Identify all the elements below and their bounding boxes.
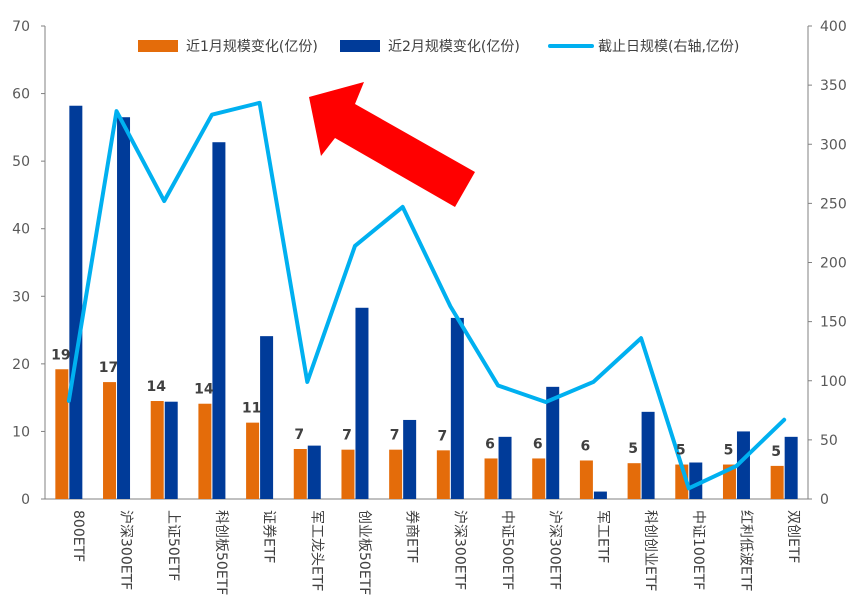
bar-1m	[55, 369, 69, 499]
bar-data-label: 14	[194, 382, 214, 398]
axes: 0 10 20 30 40 50 60 70 0 50 100 150 200 250 300 350 400 8…	[12, 19, 847, 595]
legend-label: 截止日规模(右轴,亿份)	[598, 39, 739, 55]
bar-1m	[579, 460, 593, 499]
x-tick-label: 中证100ETF	[690, 510, 706, 590]
bar-1m	[103, 382, 117, 499]
bar-1m	[341, 449, 355, 499]
bar-1m	[198, 403, 212, 499]
bar-2m	[736, 431, 750, 499]
bar-data-label: 5	[771, 444, 781, 460]
bar-2m	[260, 336, 274, 499]
y-right-tick-label: 0	[820, 492, 829, 508]
y-left-tick-label: 10	[12, 424, 30, 440]
line-scale	[66, 100, 787, 491]
y-right-tick-label: 150	[820, 315, 847, 331]
legend-label: 近1月规模变化(亿份)	[186, 39, 318, 55]
y-left-tick-label: 20	[12, 357, 30, 373]
bar-data-label: 7	[390, 428, 400, 444]
bar-2m	[69, 105, 83, 499]
bar-data-label: 6	[581, 438, 591, 454]
x-tick-label: 上证50ETF	[165, 510, 181, 581]
y-left-tick-label: 40	[12, 222, 30, 238]
y-left-tick-label: 60	[12, 87, 30, 103]
bar-2m	[355, 307, 369, 499]
bar-2m	[117, 117, 131, 499]
data-labels: 19 17 14 14 11 7 7 7 7 6 6 6 5 5 5 5	[51, 347, 781, 460]
x-tick-label: 创业板50ETF	[356, 510, 372, 595]
annotation	[309, 82, 475, 207]
legend: 近1月规模变化(亿份) 近2月规模变化(亿份) 截止日规模(右轴,亿份)	[138, 39, 739, 55]
bar-data-label: 5	[724, 443, 734, 459]
legend-swatch	[340, 40, 380, 52]
legend-swatch	[138, 40, 178, 52]
bar-data-label: 6	[533, 436, 543, 452]
x-tick-label: 红利低波ETF	[737, 510, 753, 591]
x-tick-label: 双创ETF	[785, 510, 801, 563]
y-left-tick-label: 30	[12, 289, 30, 305]
x-tick-label: 沪深300ETF	[451, 510, 467, 590]
red-arrow-annotation	[309, 82, 475, 207]
x-tick-label: 800ETF	[70, 510, 86, 562]
y-right-tick-label: 350	[820, 78, 847, 94]
legend-label: 近2月规模变化(亿份)	[388, 39, 520, 55]
bar-1m	[436, 450, 450, 499]
bar-2m	[403, 419, 417, 499]
bar-1m	[722, 464, 736, 499]
line-series	[66, 100, 787, 491]
bar-data-label: 5	[628, 441, 638, 457]
bar-1m	[389, 449, 403, 499]
bar-data-label: 7	[342, 428, 352, 444]
bar-data-label: 5	[676, 443, 686, 459]
x-tick-label: 军工龙头ETF	[308, 510, 324, 591]
y-left-tick-label: 50	[12, 154, 30, 170]
bar-2m	[593, 491, 607, 499]
bar-1m	[293, 448, 307, 499]
bar-1m	[532, 458, 546, 499]
x-tick-label: 沪深300ETF	[118, 510, 134, 590]
y-right-tick-label: 400	[820, 19, 847, 35]
x-tick-label: 券商ETF	[404, 510, 420, 563]
bar-data-label: 17	[99, 360, 118, 376]
bar-data-label: 19	[51, 347, 70, 363]
bar-1m	[484, 458, 498, 499]
bar-1m	[627, 463, 641, 499]
bars	[55, 105, 798, 500]
bar-2m	[641, 411, 655, 499]
bar-data-label: 7	[294, 427, 304, 443]
bar-data-label: 14	[146, 379, 166, 395]
x-tick-label: 证券ETF	[261, 510, 277, 563]
bar-2m	[784, 436, 798, 499]
x-tick-label: 军工ETF	[594, 510, 610, 563]
x-tick-label: 科创板50ETF	[213, 510, 229, 595]
y-left-tick-label: 0	[21, 492, 30, 508]
x-tick-label: 科创创业ETF	[642, 510, 658, 591]
y-right-tick-label: 50	[820, 433, 838, 449]
bar-2m	[546, 386, 560, 499]
y-left-tick-label: 70	[12, 19, 30, 35]
bar-1m	[246, 422, 260, 499]
bar-1m	[770, 465, 784, 499]
bar-data-label: 6	[485, 436, 495, 452]
bar-2m	[307, 445, 321, 499]
bar-2m	[164, 401, 178, 499]
x-tick-label: 中证500ETF	[499, 510, 515, 590]
bar-1m	[150, 401, 164, 499]
y-right-tick-label: 100	[820, 374, 847, 390]
bar-2m	[689, 462, 703, 499]
bar-2m	[212, 142, 226, 500]
y-right-tick-label: 250	[820, 196, 847, 212]
y-right-tick-label: 300	[820, 137, 847, 153]
y-right-tick-label: 200	[820, 256, 847, 272]
bar-2m	[498, 436, 512, 499]
bar-data-label: 11	[242, 401, 261, 417]
bar-data-label: 7	[437, 428, 447, 444]
x-tick-label: 沪深300ETF	[547, 510, 563, 590]
bar-2m	[450, 317, 464, 499]
